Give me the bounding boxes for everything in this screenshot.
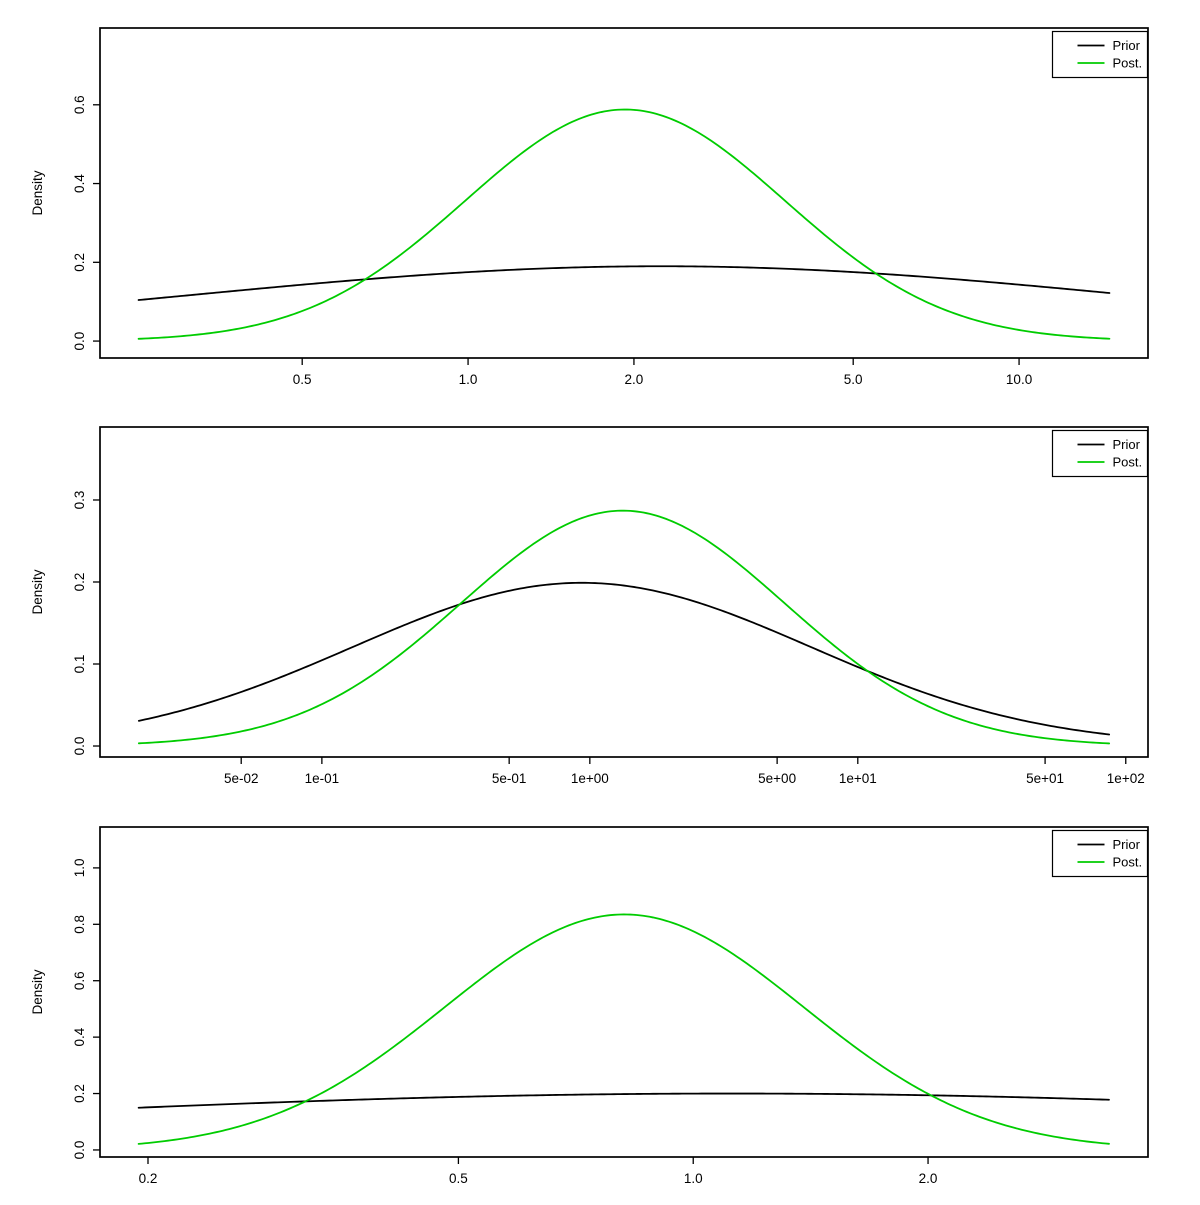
plot-border	[99, 27, 1149, 359]
y-axis-tick-label: 0.2	[72, 573, 87, 592]
posterior-curve	[137, 108, 1111, 340]
x-axis-tick-label: 5.0	[844, 372, 863, 387]
y-axis-tick-label: 0.4	[72, 174, 87, 193]
x-axis-tick-label: 1.0	[459, 372, 478, 387]
y-axis-tick-label: 0.6	[72, 95, 87, 114]
x-axis-tick-label: 1e+01	[839, 771, 877, 786]
legend: Prior Post.	[1051, 30, 1149, 79]
y-axis-tick-label: 0.0	[72, 332, 87, 351]
x-axis-tick-label: 5e+00	[758, 771, 796, 786]
y-axis-tick-label: 0.2	[72, 253, 87, 272]
y-axis-tick-label: 0.8	[72, 915, 87, 934]
legend-label-prior: Prior	[1113, 38, 1141, 53]
y-axis-title: Density	[30, 569, 45, 614]
prior-curve	[137, 581, 1111, 736]
posterior-curve	[137, 913, 1110, 1145]
y-axis-tick-label: 0.3	[72, 491, 87, 510]
y-axis-tick-label: 0.1	[72, 655, 87, 674]
y-axis-tick-label: 0.6	[72, 971, 87, 990]
plot-border	[99, 426, 1149, 758]
x-axis-tick-label: 5e+01	[1026, 771, 1064, 786]
y-axis-tick-label: 0.4	[72, 1027, 87, 1046]
legend-label-posterior: Post.	[1113, 56, 1143, 71]
x-axis-tick-label: 2.0	[919, 1171, 938, 1186]
x-axis-tick-label: 10.0	[1006, 372, 1032, 387]
legend-box	[1051, 30, 1149, 79]
legend-label-posterior: Post.	[1113, 855, 1143, 870]
legend: Prior Post.	[1051, 829, 1149, 878]
x-axis-tick-label: 2.0	[625, 372, 644, 387]
prior-curve	[137, 265, 1111, 301]
legend-label-posterior: Post.	[1113, 455, 1143, 470]
legend-box	[1051, 429, 1149, 478]
legend-label-prior: Prior	[1113, 837, 1141, 852]
y-axis-title: Density	[30, 170, 45, 215]
x-axis-tick-label: 0.5	[449, 1171, 468, 1186]
y-axis-tick-label: 0.0	[72, 1141, 87, 1160]
x-axis-tick-label: 0.2	[139, 1171, 158, 1186]
x-axis-tick-label: 5e-01	[492, 771, 527, 786]
plot-panel-2: 5e-02 1e-01 5e-01 1e+00 5e+00 1e+01 5e+01 1e+02…	[30, 426, 1149, 786]
x-axis-tick-label: 1e+02	[1107, 771, 1145, 786]
x-axis-tick-label: 1.0	[684, 1171, 703, 1186]
plot-border	[99, 826, 1149, 1158]
posterior-curve	[137, 509, 1111, 745]
plot-panel-1: 0.5 1.0 2.0 5.0 10.0 0.0 0.2 0.4 0.6 Density Prior…	[30, 27, 1149, 387]
y-axis-tick-label: 0.0	[72, 737, 87, 756]
legend-label-prior: Prior	[1113, 437, 1141, 452]
x-axis-tick-label: 0.5	[293, 372, 312, 387]
y-axis-tick-label: 1.0	[72, 859, 87, 878]
y-axis-title: Density	[30, 969, 45, 1014]
legend: Prior Post.	[1051, 429, 1149, 478]
prior-curve	[137, 1092, 1110, 1109]
x-axis-tick-label: 1e+00	[571, 771, 609, 786]
legend-box	[1051, 829, 1149, 878]
x-axis-tick-label: 1e-01	[305, 771, 340, 786]
x-axis-tick-label: 5e-02	[224, 771, 259, 786]
plot-panel-3: 0.2 0.5 1.0 2.0 0.0 0.2 0.4 0.6 0.8 1.0 Density Pri…	[30, 826, 1149, 1186]
y-axis-tick-label: 0.2	[72, 1084, 87, 1103]
